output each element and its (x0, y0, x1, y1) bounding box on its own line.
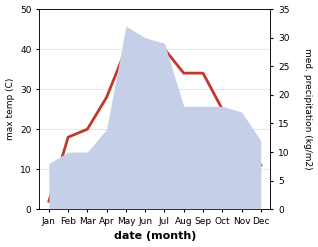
Y-axis label: med. precipitation (kg/m2): med. precipitation (kg/m2) (303, 48, 313, 170)
X-axis label: date (month): date (month) (114, 231, 196, 242)
Y-axis label: max temp (C): max temp (C) (5, 78, 15, 140)
